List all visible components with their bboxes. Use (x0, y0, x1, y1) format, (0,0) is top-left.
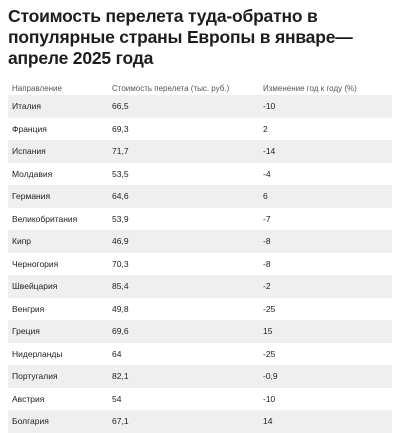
table-row: Греция 69,6 15 (8, 320, 392, 343)
cell-destination: Кипр (8, 230, 108, 253)
cell-change: -10 (259, 95, 392, 118)
cell-price: 54 (108, 387, 259, 410)
cell-change: -0,9 (259, 365, 392, 388)
cell-destination: Великобритания (8, 207, 108, 230)
cell-change: 6 (259, 185, 392, 208)
cell-price: 70,3 (108, 252, 259, 275)
table-row: Австрия 54 -10 (8, 387, 392, 410)
table-header-row: Направление Стоимость перелета (тыс. руб… (8, 81, 392, 95)
cell-price: 69,6 (108, 320, 259, 343)
cell-destination: Нидерланды (8, 342, 108, 365)
cell-change: -25 (259, 342, 392, 365)
cell-price: 64,6 (108, 185, 259, 208)
cell-destination: Молдавия (8, 162, 108, 185)
cell-change: -25 (259, 297, 392, 320)
cell-change: -10 (259, 387, 392, 410)
cell-price: 53,9 (108, 207, 259, 230)
cell-price: 46,9 (108, 230, 259, 253)
cell-price: 64 (108, 342, 259, 365)
cell-destination: Болгария (8, 410, 108, 433)
table-row: Швейцария 85,4 -2 (8, 275, 392, 298)
cell-price: 69,3 (108, 117, 259, 140)
cell-price: 85,4 (108, 275, 259, 298)
document-page: Стоимость перелета туда-обратно в популя… (8, 6, 392, 433)
cell-destination: Австрия (8, 387, 108, 410)
cell-change: 14 (259, 410, 392, 433)
table-body: Италия 66,5 -10 Франция 69,3 2 Испания 71,7 -14 М… (8, 95, 392, 433)
cell-destination: Италия (8, 95, 108, 118)
table-row: Франция 69,3 2 (8, 117, 392, 140)
cell-change: -8 (259, 230, 392, 253)
header-change: Изменение год к году (%) (263, 83, 357, 93)
cell-change: -7 (259, 207, 392, 230)
header-price: Стоимость перелета (тыс. руб.) (112, 83, 230, 93)
cell-price: 49,8 (108, 297, 259, 320)
table-row: Португалия 82,1 -0,9 (8, 365, 392, 388)
table-row: Германия 64,6 6 (8, 185, 392, 208)
table-row: Великобритания 53,9 -7 (8, 207, 392, 230)
page-title: Стоимость перелета туда-обратно в популя… (8, 6, 353, 68)
cell-change: 15 (259, 320, 392, 343)
cell-price: 67,1 (108, 410, 259, 433)
cell-price: 53,5 (108, 162, 259, 185)
cell-change: -2 (259, 275, 392, 298)
cell-destination: Португалия (8, 365, 108, 388)
cell-destination: Греция (8, 320, 108, 343)
table-row: Черногория 70,3 -8 (8, 252, 392, 275)
cell-price: 71,7 (108, 140, 259, 163)
cell-destination: Черногория (8, 252, 108, 275)
cell-change: 2 (259, 117, 392, 140)
cell-change: -14 (259, 140, 392, 163)
cell-destination: Германия (8, 185, 108, 208)
cell-destination: Венгрия (8, 297, 108, 320)
cell-change: -4 (259, 162, 392, 185)
cell-price: 66,5 (108, 95, 259, 118)
table-row: Молдавия 53,5 -4 (8, 162, 392, 185)
table-row: Кипр 46,9 -8 (8, 230, 392, 253)
cell-destination: Швейцария (8, 275, 108, 298)
data-table: Направление Стоимость перелета (тыс. руб… (8, 81, 392, 433)
table-row: Нидерланды 64 -25 (8, 342, 392, 365)
table-row: Болгария 67,1 14 (8, 410, 392, 433)
table-row: Венгрия 49,8 -25 (8, 297, 392, 320)
cell-price: 82,1 (108, 365, 259, 388)
cell-change: -8 (259, 252, 392, 275)
cell-destination: Испания (8, 140, 108, 163)
table-row: Испания 71,7 -14 (8, 140, 392, 163)
header-destination: Направление (12, 83, 62, 93)
cell-destination: Франция (8, 117, 108, 140)
table-row: Италия 66,5 -10 (8, 95, 392, 118)
